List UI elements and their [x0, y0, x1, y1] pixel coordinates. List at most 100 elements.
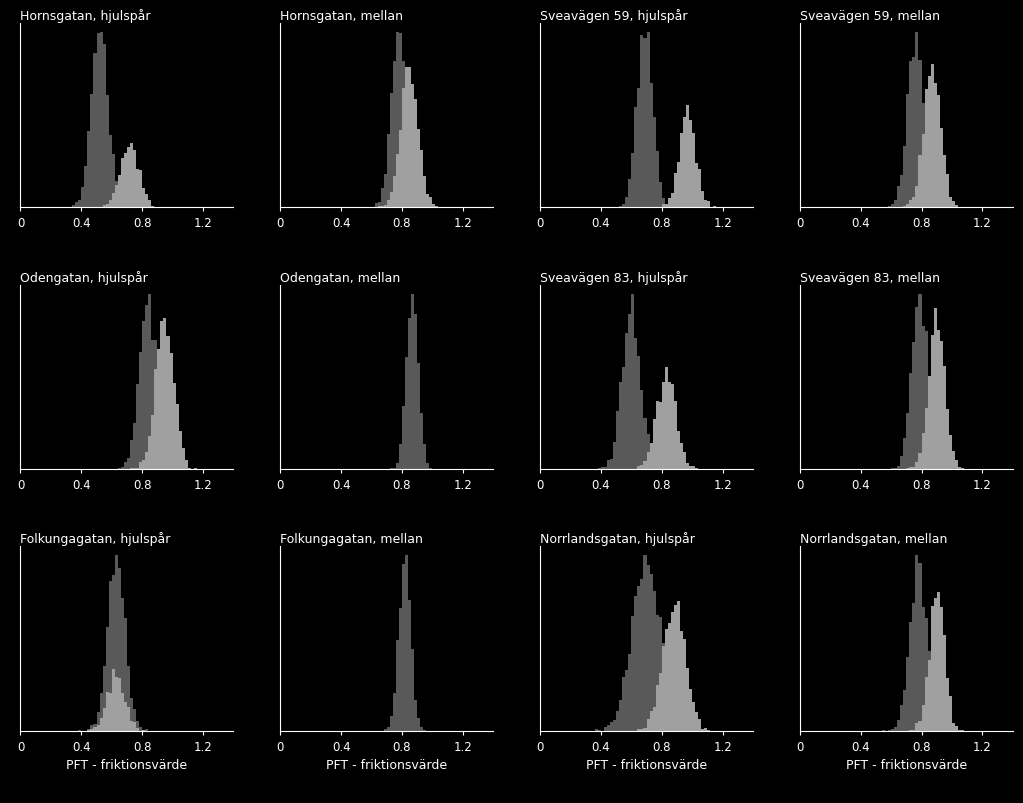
- Bar: [151, 207, 154, 208]
- Bar: [427, 463, 430, 470]
- Bar: [943, 728, 946, 731]
- Bar: [377, 202, 381, 208]
- Bar: [610, 722, 613, 731]
- Bar: [922, 135, 925, 208]
- Bar: [913, 730, 916, 731]
- Bar: [909, 62, 913, 208]
- Bar: [142, 189, 145, 208]
- Bar: [650, 84, 653, 208]
- Bar: [142, 461, 145, 470]
- Bar: [384, 206, 387, 208]
- Bar: [78, 202, 81, 208]
- Bar: [84, 166, 87, 208]
- Bar: [170, 353, 173, 470]
- Bar: [919, 155, 922, 208]
- Bar: [176, 404, 179, 470]
- Bar: [118, 678, 121, 731]
- Bar: [622, 368, 625, 470]
- Bar: [604, 728, 607, 731]
- Bar: [158, 349, 161, 470]
- Bar: [922, 327, 925, 470]
- Bar: [148, 437, 151, 470]
- Bar: [99, 718, 102, 731]
- Bar: [148, 201, 151, 208]
- Bar: [430, 198, 433, 208]
- Bar: [955, 726, 958, 731]
- Bar: [411, 178, 414, 208]
- Bar: [118, 199, 121, 208]
- Bar: [613, 442, 616, 470]
- Bar: [424, 177, 427, 208]
- Bar: [928, 377, 931, 470]
- Bar: [124, 618, 127, 731]
- X-axis label: PFT - friktionsvärde: PFT - friktionsvärde: [586, 758, 707, 771]
- Bar: [909, 201, 913, 208]
- Bar: [653, 591, 656, 731]
- Bar: [919, 60, 922, 208]
- Bar: [647, 453, 650, 470]
- Bar: [420, 151, 424, 208]
- Bar: [136, 468, 139, 470]
- Bar: [704, 201, 707, 208]
- Bar: [96, 34, 99, 208]
- Bar: [96, 726, 99, 731]
- Bar: [906, 205, 909, 208]
- Bar: [662, 382, 665, 470]
- Bar: [127, 707, 130, 731]
- Bar: [937, 206, 940, 208]
- Bar: [402, 62, 405, 208]
- Bar: [622, 205, 625, 208]
- Bar: [158, 383, 161, 470]
- Bar: [937, 96, 940, 208]
- Bar: [662, 646, 665, 731]
- Text: Hornsgatan, mellan: Hornsgatan, mellan: [280, 10, 403, 23]
- Bar: [916, 308, 919, 470]
- Bar: [93, 724, 96, 731]
- Bar: [619, 206, 622, 208]
- Bar: [124, 206, 127, 208]
- Bar: [934, 598, 937, 731]
- Bar: [402, 406, 405, 470]
- Bar: [102, 666, 105, 731]
- Bar: [121, 203, 124, 208]
- Bar: [949, 198, 952, 208]
- Bar: [151, 340, 154, 470]
- Bar: [427, 194, 430, 208]
- Bar: [946, 410, 949, 470]
- Bar: [643, 556, 647, 731]
- Bar: [699, 169, 701, 208]
- Bar: [903, 146, 906, 208]
- Bar: [931, 336, 934, 470]
- Bar: [631, 153, 634, 208]
- Bar: [671, 613, 674, 731]
- Bar: [133, 722, 136, 731]
- Bar: [919, 294, 922, 470]
- Bar: [906, 413, 909, 470]
- Bar: [690, 120, 693, 208]
- Bar: [919, 721, 922, 731]
- Bar: [668, 199, 671, 208]
- Bar: [390, 716, 393, 731]
- Bar: [420, 728, 424, 731]
- Bar: [179, 432, 182, 470]
- Bar: [922, 434, 925, 470]
- Bar: [154, 207, 158, 208]
- Bar: [381, 189, 384, 208]
- Bar: [683, 118, 686, 208]
- Bar: [707, 202, 710, 208]
- Bar: [891, 468, 894, 470]
- Bar: [713, 207, 716, 208]
- Bar: [399, 608, 402, 731]
- Bar: [934, 199, 937, 208]
- Bar: [164, 318, 167, 470]
- Bar: [934, 444, 937, 470]
- Bar: [108, 136, 112, 208]
- Bar: [940, 608, 943, 731]
- Bar: [420, 414, 424, 470]
- Bar: [145, 730, 148, 731]
- Bar: [903, 438, 906, 470]
- Bar: [650, 711, 653, 731]
- Text: Norrlandsgatan, mellan: Norrlandsgatan, mellan: [800, 532, 947, 545]
- Bar: [665, 205, 668, 208]
- Bar: [925, 677, 928, 731]
